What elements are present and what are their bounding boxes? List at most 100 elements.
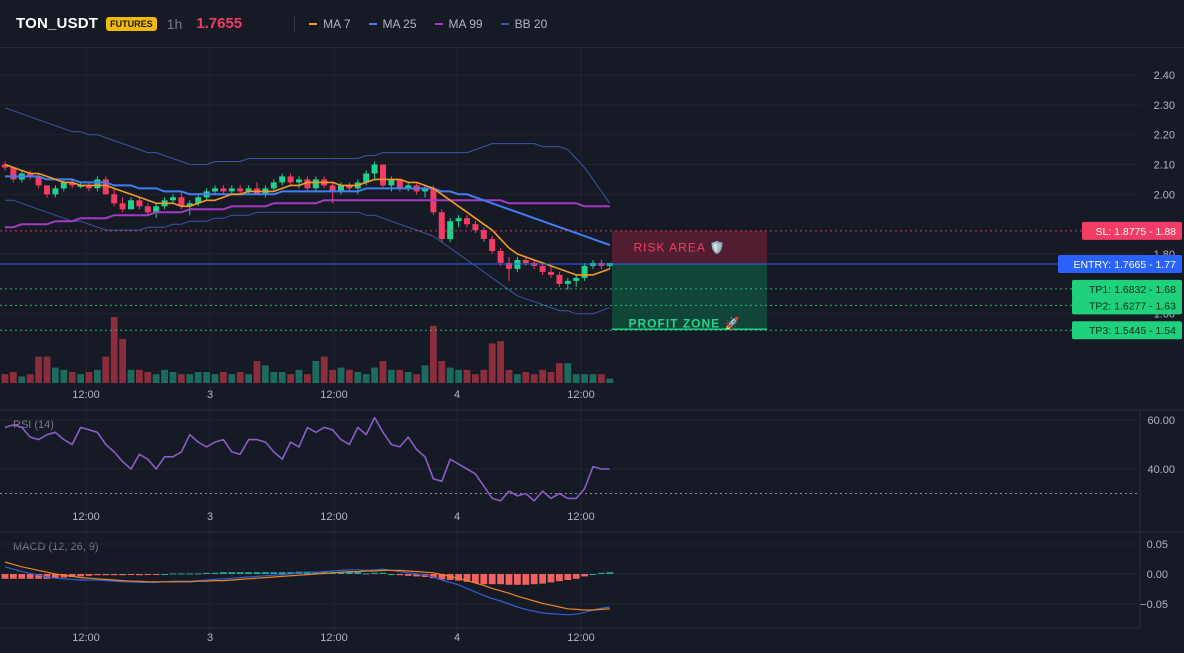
macd-histogram-bar [220, 572, 227, 574]
signal-line [4, 561, 610, 611]
indicator-legend: MA 7 MA 25 MA 99 BB 20 [309, 17, 565, 31]
time-tick-label: 4 [454, 632, 460, 644]
price-tick-label: 2.00 [1154, 189, 1175, 201]
candle-body [102, 179, 109, 195]
volume-bar [85, 372, 93, 383]
volume-bar [497, 341, 504, 383]
macd-histogram-bar [413, 574, 420, 577]
volume-bar [169, 372, 177, 383]
time-tick-label: 12:00 [72, 632, 100, 644]
volume-bar [430, 325, 437, 383]
candle-body [388, 179, 395, 186]
legend-item-ma7[interactable]: MA 7 [309, 17, 351, 31]
candle-body [279, 176, 286, 183]
level-tag-text: TP3: 1.5445 - 1.54 [1089, 325, 1176, 337]
price-tick-label: 2.30 [1154, 100, 1175, 112]
volume-bar [396, 369, 404, 383]
candle-body [422, 188, 428, 192]
volume-bar [312, 361, 320, 383]
macd-histogram-bar [572, 574, 580, 579]
macd-histogram-bar [119, 574, 126, 576]
macd-histogram-bar [253, 572, 261, 574]
candle-body [111, 194, 118, 204]
volume-bar [119, 339, 126, 383]
level-tag-text: ENTRY: 1.7665 - 1.77 [1073, 259, 1176, 271]
candle-body [346, 185, 353, 189]
ma99-line [5, 199, 610, 229]
bb-lower-line [5, 199, 610, 315]
volume-bar [136, 369, 143, 383]
macd-histogram-bar [455, 574, 462, 581]
volume-bar [589, 374, 597, 383]
chart-header: TON_USDT FUTURES 1h 1.7655 MA 7 MA 25 MA 9… [0, 0, 1184, 48]
price-axis: 2.402.302.202.102.001.801.6012:00312:004… [72, 70, 1175, 644]
macd-histogram-bar [346, 572, 353, 574]
volume-bar [253, 361, 261, 383]
volume-bar [161, 369, 168, 383]
volume-bar [26, 374, 34, 383]
macd-histogram-bar [287, 572, 294, 574]
candle-body [35, 176, 42, 186]
candle-body [447, 221, 454, 240]
symbol-name[interactable]: TON_USDT [16, 15, 99, 32]
candle-body [506, 262, 512, 269]
macd-histogram-bar [539, 574, 546, 584]
macd-histogram-bar [110, 574, 118, 576]
volume-bar [236, 372, 244, 383]
candle-body [522, 260, 529, 263]
candle-body [564, 280, 571, 284]
candle-body [296, 179, 302, 183]
macd-histogram-bar [371, 572, 378, 574]
volume-bar [530, 374, 538, 383]
macd-histogram-bar [488, 574, 496, 585]
candle-body [44, 185, 50, 195]
candle-body [329, 185, 336, 192]
risk-area-label: RISK AREA 🛡️ [634, 240, 726, 254]
chart-canvas[interactable]: RISK AREA 🛡️ PROFIT ZONE 🚀 2.40 2.30 2.20 2.… [0, 48, 1184, 653]
volume-bar [270, 372, 278, 383]
bollinger-bands [4, 107, 611, 315]
macd-histogram-bar [1, 574, 9, 579]
macd-histogram-bar [245, 572, 252, 574]
macd-line [4, 566, 610, 616]
candle-body [489, 239, 496, 251]
time-tick-label: 12:00 [72, 389, 100, 401]
volume-bar [362, 374, 370, 383]
volume-bar [413, 374, 420, 383]
volume-bar [295, 369, 303, 383]
candle-body [195, 197, 202, 204]
volume-bar [77, 374, 84, 383]
macd-histogram-bar [77, 574, 84, 577]
volume-bar [178, 374, 185, 383]
candle-body [497, 251, 504, 263]
macd-histogram-bar [354, 572, 362, 574]
volume-bar [10, 372, 17, 383]
header-divider [294, 15, 296, 32]
level-tag-sl [1082, 221, 1182, 240]
volume-bar [598, 374, 605, 383]
candle-body [144, 206, 151, 213]
candle-body [119, 203, 126, 210]
legend-label: MA 25 [382, 16, 417, 31]
volume-bar [228, 374, 236, 383]
price-tick-label: 2.10 [1154, 160, 1175, 172]
timeframe-label[interactable]: 1h [166, 15, 183, 32]
legend-label: BB 20 [514, 16, 548, 31]
legend-item-ma99[interactable]: MA 99 [434, 17, 483, 31]
volume-bar [60, 369, 68, 383]
candle-body [581, 265, 588, 278]
legend-item-bb20[interactable]: BB 20 [500, 16, 548, 31]
legend-item-ma25[interactable]: MA 25 [368, 16, 417, 31]
macd-histogram-bar [404, 574, 412, 576]
volume-bar [346, 369, 353, 383]
level-tag-tp [1072, 296, 1182, 315]
candle-body [52, 188, 59, 195]
macd-histogram-bar [152, 574, 160, 575]
volume-bar [220, 372, 227, 383]
bb-upper-line [4, 107, 611, 204]
candle-body [371, 164, 378, 174]
volume-bar [556, 363, 563, 383]
time-tick-label: 12:00 [567, 389, 595, 401]
rsi-line [4, 416, 610, 502]
macd-tick-label: 0.00 [1147, 569, 1168, 581]
